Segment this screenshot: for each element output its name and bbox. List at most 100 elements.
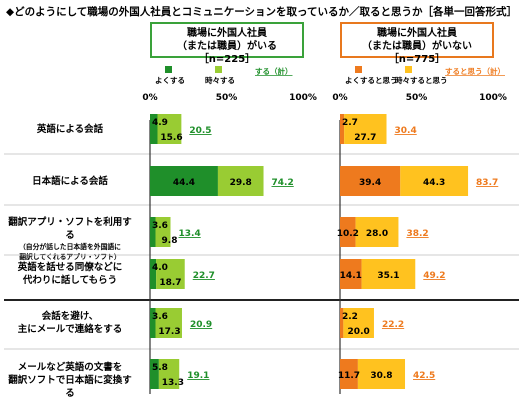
category-label-line: 主にメールで連絡をする	[17, 324, 123, 335]
chart-title: ◆どのようにして職場の外国人社員とコミュニケーションを取っているか／取ると思うか…	[6, 6, 518, 18]
data-label-total: 19.1	[187, 371, 209, 381]
category-label-line: 日本語による会話	[32, 175, 108, 187]
bar-sometimes	[155, 217, 171, 247]
panel-header-without-foreign-staff: 職場に外国人社員 （または職員）がいない［n=775］	[340, 22, 494, 65]
data-label-often: 11.7	[338, 371, 360, 381]
data-label-sometimes: 29.8	[230, 178, 252, 188]
panel-header-with-foreign-staff: 職場に外国人社員 （または職員）がいる［n=225］	[150, 22, 304, 65]
category-label-note: （自分が話した日本語を外国語に	[19, 242, 121, 251]
data-label-often: 4.9	[152, 118, 168, 128]
tick-label: 50%	[406, 93, 428, 103]
legend-swatch	[355, 66, 362, 73]
panel-header-line1: 職場に外国人社員	[187, 28, 267, 39]
bar-often	[340, 114, 345, 144]
category-label: 翻訳アプリ・ソフトを利用する （自分が話した日本語を外国語に 翻訳してくれるアプリ・…	[4, 216, 136, 262]
bar-often	[150, 359, 159, 389]
legend-label: よくすると思う	[345, 76, 398, 85]
data-label-sometimes: 27.7	[354, 133, 376, 143]
bar-often	[340, 308, 344, 338]
data-label-sometimes: 17.3	[158, 327, 180, 337]
data-label-often: 4.0	[152, 263, 168, 273]
data-label-sometimes: 44.3	[423, 178, 445, 188]
legend-swatch	[165, 66, 172, 73]
bar-often	[340, 359, 358, 389]
bar-sometimes	[156, 259, 185, 289]
category-label: 会話を避け、主にメールで連絡をする	[4, 310, 136, 336]
data-label-sometimes: 35.1	[377, 271, 399, 281]
bar-sometimes	[355, 217, 399, 247]
category-label: メールなど英語の文書を翻訳ソフトで日本語に変換する	[4, 361, 136, 400]
bar-sometimes	[400, 166, 469, 196]
panel-header-line2: （または職員）がいる［n=225］	[177, 41, 277, 65]
bar-often	[340, 217, 356, 247]
legend-label: よくする	[155, 76, 185, 85]
data-label-often: 39.4	[359, 178, 381, 188]
legend-label: 時々する	[205, 75, 235, 85]
bar-often	[150, 166, 218, 196]
tick-label: 0%	[332, 93, 347, 103]
bar-often	[150, 308, 156, 338]
bar-often	[340, 166, 401, 196]
bar-sometimes	[217, 166, 264, 196]
category-label: 日本語による会話	[4, 175, 136, 188]
bar-sometimes	[158, 359, 180, 389]
category-label-line: 英語による会話	[36, 123, 104, 135]
panel-header-line1: 職場に外国人社員	[377, 28, 457, 39]
tick-label: 0%	[142, 93, 157, 103]
bar-often	[340, 259, 362, 289]
legend-total-label: する（計）	[255, 66, 293, 76]
category-label-line: 翻訳アプリ・ソフトを利用する	[8, 216, 132, 241]
bar-sometimes	[357, 359, 406, 389]
data-label-sometimes: 13.3	[162, 378, 184, 388]
legend-total-label: すると思う（計）	[445, 66, 505, 76]
data-label-often: 2.2	[342, 312, 358, 322]
data-label-sometimes: 15.6	[160, 133, 182, 143]
bar-sometimes	[155, 308, 182, 338]
data-label-sometimes: 30.8	[370, 371, 392, 381]
data-label-often: 44.4	[173, 178, 195, 188]
data-label-sometimes: 20.0	[348, 327, 370, 337]
data-label-often: 3.6	[152, 312, 168, 322]
bar-sometimes	[344, 114, 387, 144]
data-label-total: 13.4	[179, 229, 201, 239]
data-label-total: 22.7	[193, 271, 215, 281]
bar-sometimes	[361, 259, 416, 289]
category-label: 英語を話せる同僚などに 代わりに話してもらう	[4, 261, 136, 287]
data-label-total: 20.5	[189, 126, 211, 136]
bar-sometimes	[157, 114, 182, 144]
legend-swatch	[215, 66, 222, 73]
tick-label: 100%	[289, 93, 317, 103]
data-label-often: 3.6	[152, 221, 168, 231]
legend-label: 時々すると思う	[395, 75, 448, 85]
bar-often	[150, 114, 158, 144]
category-label-line: 英語を話せる同僚などに	[17, 262, 123, 273]
tick-label: 50%	[216, 93, 238, 103]
bar-often	[150, 217, 156, 247]
data-label-total: 42.5	[413, 371, 435, 381]
bar-often	[150, 259, 157, 289]
category-label-line: メールなど英語の文書を	[17, 362, 123, 373]
data-label-often: 14.1	[340, 271, 362, 281]
data-label-sometimes: 28.0	[366, 229, 388, 239]
tick-label: 100%	[479, 93, 507, 103]
panel-header-line2: （または職員）がいない［n=775］	[362, 41, 472, 65]
bar-sometimes	[343, 308, 374, 338]
category-label: 英語による会話	[4, 123, 136, 136]
data-label-total: 30.4	[395, 126, 417, 136]
data-label-total: 20.9	[190, 320, 212, 330]
category-label-line: 翻訳ソフトで日本語に変換する	[8, 375, 132, 399]
data-label-total: 22.2	[382, 320, 404, 330]
data-label-total: 38.2	[406, 229, 428, 239]
data-label-total: 74.2	[272, 178, 294, 188]
category-label-note: 翻訳してくれるアプリ・ソフト）	[19, 252, 121, 261]
category-label-line: 代わりに話してもらう	[22, 275, 118, 286]
data-label-often: 5.8	[152, 363, 168, 373]
data-label-often: 2.7	[342, 118, 358, 128]
data-label-total: 49.2	[423, 271, 445, 281]
data-label-often: 10.2	[337, 229, 359, 239]
data-label-sometimes: 9.8	[162, 236, 178, 246]
data-label-total: 83.7	[476, 178, 498, 188]
data-label-sometimes: 18.7	[159, 278, 181, 288]
category-label-line: 会話を避け、	[41, 311, 99, 322]
